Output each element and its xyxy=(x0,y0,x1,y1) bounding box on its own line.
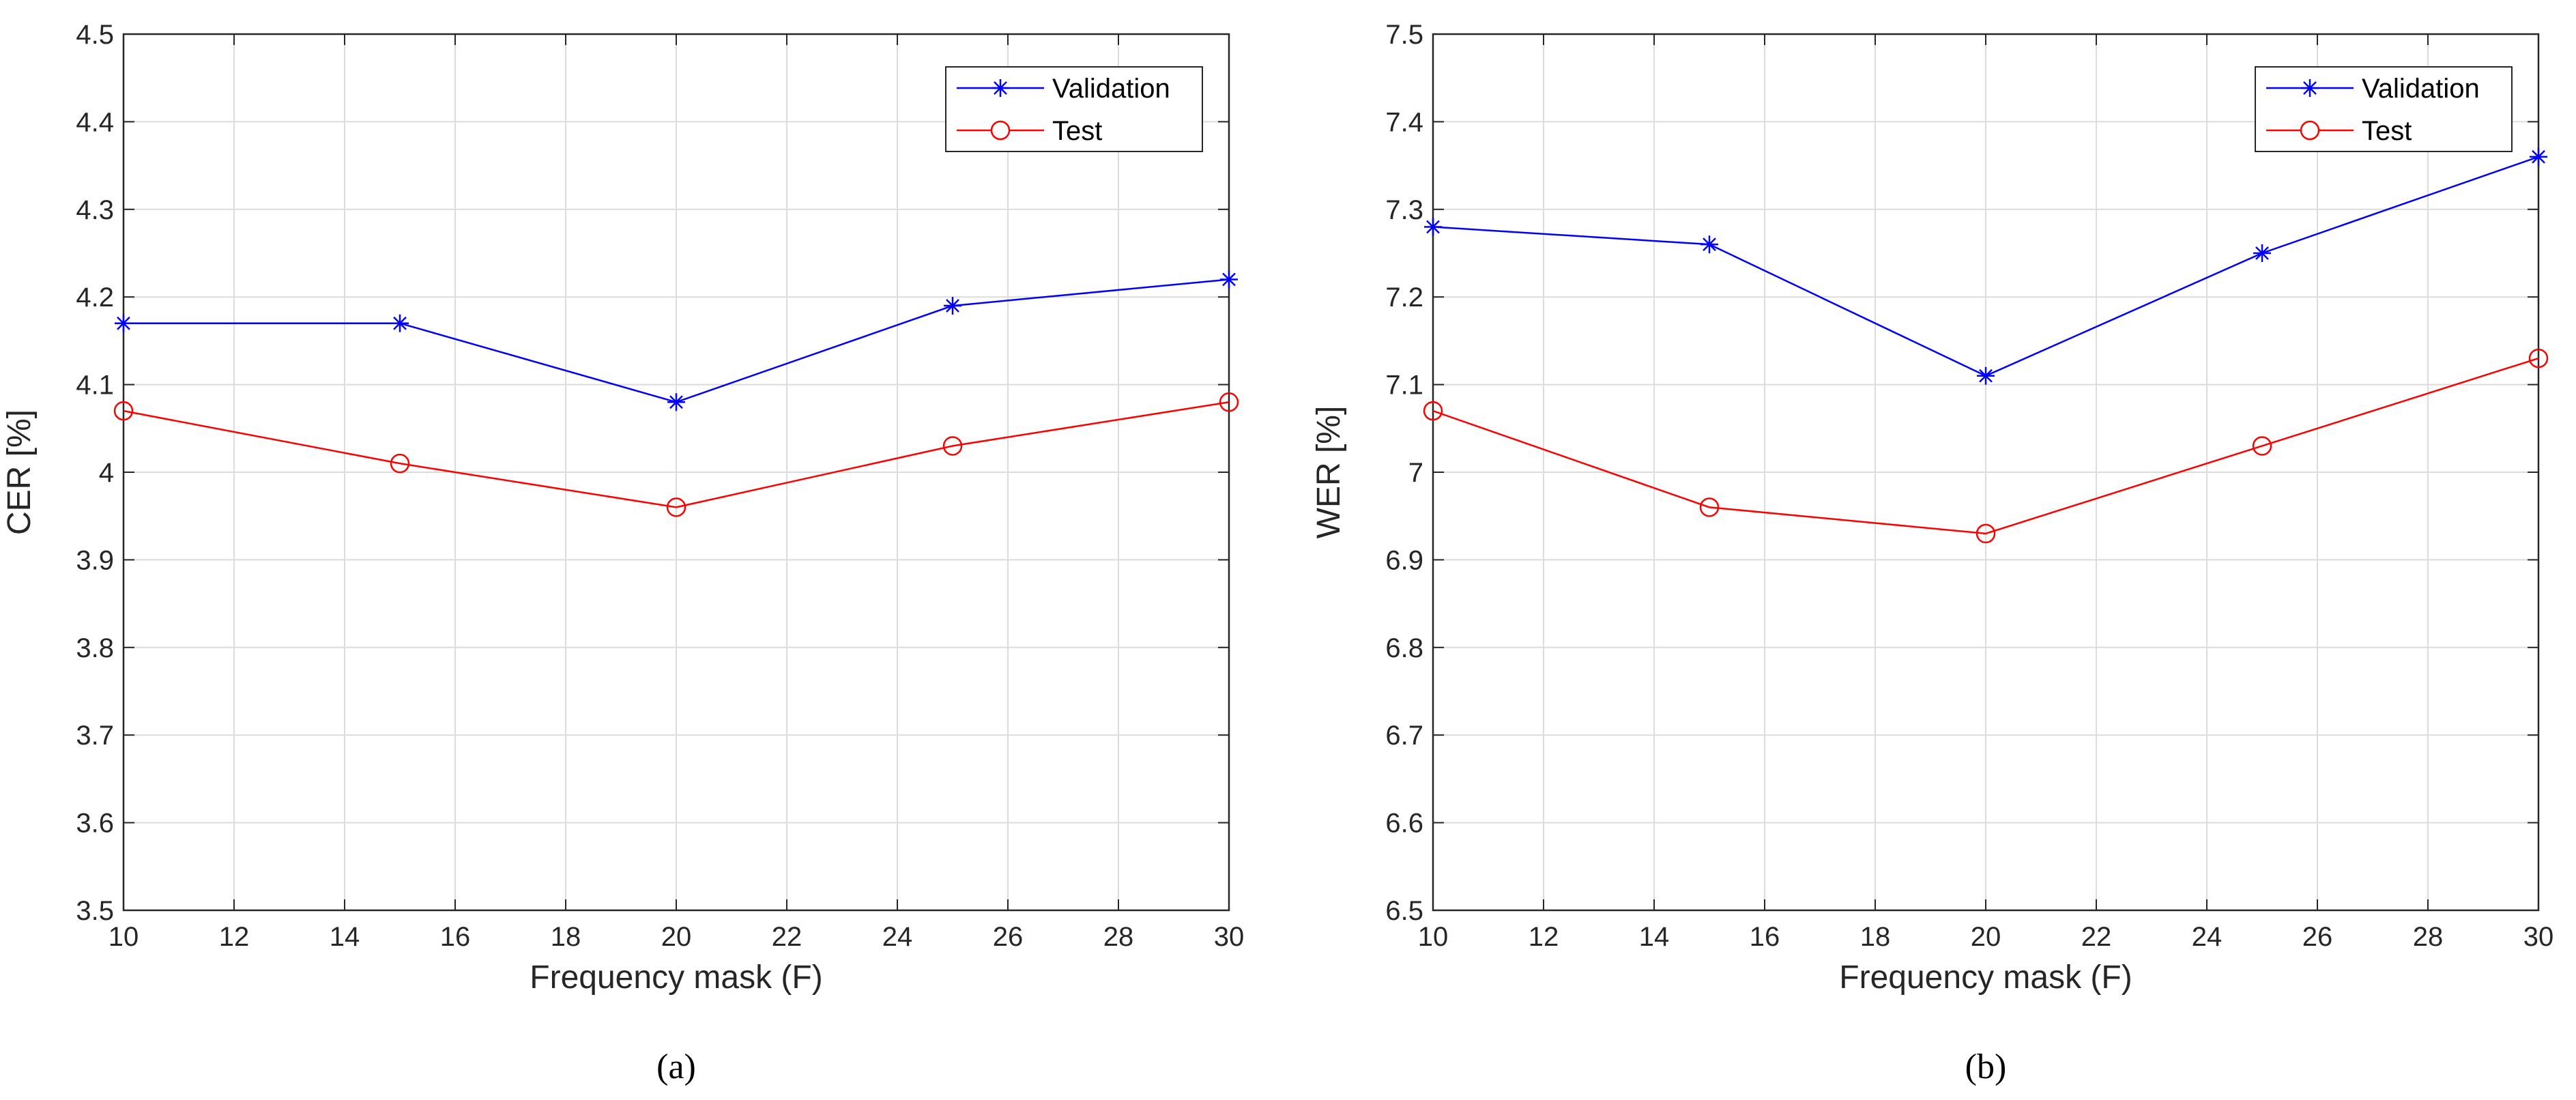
y-tick-label: 4.2 xyxy=(76,283,114,313)
y-tick-label: 6.9 xyxy=(1385,545,1423,575)
x-tick-label: 26 xyxy=(2302,922,2333,952)
chart-panel-b: 10 12 14 16 18 20 22 24 26 28 30 6.5 6.6 6.7 6.8 6.9 7 7.… xyxy=(1311,20,2553,1086)
x-tick-label: 18 xyxy=(1860,922,1891,952)
axes-box xyxy=(1432,33,2540,912)
y-tick-label: 4.1 xyxy=(76,371,114,401)
y-tick-label: 3.7 xyxy=(76,721,114,751)
y-tick-label: 6.5 xyxy=(1385,896,1423,926)
y-tick-label: 3.9 xyxy=(76,545,114,575)
y-tick-label: 7.1 xyxy=(1385,371,1423,401)
axes-box xyxy=(122,33,1230,912)
legend-label: Validation xyxy=(2362,74,2480,104)
x-tick-label: 30 xyxy=(1214,922,1245,952)
data-point-test xyxy=(666,497,686,517)
y-tick-label: 7.5 xyxy=(1385,20,1423,50)
y-tick-label: 7 xyxy=(1408,458,1423,488)
series-line-test xyxy=(1432,357,2539,535)
x-tick-label: 20 xyxy=(661,922,692,952)
y-tick-label: 6.6 xyxy=(1385,809,1423,839)
y-tick-label: 6.7 xyxy=(1385,721,1423,751)
x-tick-label: 24 xyxy=(2192,922,2223,952)
x-tick-label: 26 xyxy=(993,922,1024,952)
y-tick-label: 4 xyxy=(99,458,114,488)
x-axis-label: Frequency mask (F) xyxy=(530,959,822,996)
data-point-validation xyxy=(391,314,409,332)
panel-caption: (b) xyxy=(1965,1047,2007,1086)
x-tick-label: 10 xyxy=(1418,922,1449,952)
legend-marker xyxy=(990,120,1011,141)
data-point-test xyxy=(1976,523,1996,544)
data-point-validation xyxy=(944,297,961,315)
legend-marker xyxy=(992,79,1009,97)
data-point-test xyxy=(942,436,963,456)
data-point-validation xyxy=(2530,147,2547,166)
data-point-validation xyxy=(115,314,132,332)
data-point-validation xyxy=(1424,218,1442,236)
data-point-validation xyxy=(1977,366,1995,385)
data-point-test xyxy=(1699,497,1720,517)
y-tick-label: 4.3 xyxy=(76,195,114,225)
legend-label: Validation xyxy=(1052,74,1170,104)
x-tick-label: 14 xyxy=(330,922,360,952)
x-tick-label: 30 xyxy=(2523,922,2554,952)
y-tick-label: 7.2 xyxy=(1385,283,1423,313)
legend: Validation Test xyxy=(945,66,1203,152)
x-tick-label: 10 xyxy=(108,922,139,952)
x-tick-label: 16 xyxy=(1750,922,1780,952)
y-tick-label: 7.3 xyxy=(1385,195,1423,225)
y-tick-label: 3.5 xyxy=(76,896,114,926)
chart-panel-a: 10 12 14 16 18 20 22 24 26 28 30 3.5 3.6 3.7 3.8 3.9 4 4.… xyxy=(1,20,1244,1086)
data-point-test xyxy=(113,401,134,421)
x-tick-label: 18 xyxy=(551,922,581,952)
data-point-test xyxy=(2252,436,2272,456)
y-axis-label: CER [%] xyxy=(1,409,38,535)
legend-label: Test xyxy=(2362,116,2412,146)
legend-box xyxy=(2255,66,2513,152)
x-tick-label: 12 xyxy=(1529,922,1559,952)
data-point-validation xyxy=(2253,244,2271,262)
x-tick-label: 12 xyxy=(219,922,250,952)
y-tick-label: 7.4 xyxy=(1385,107,1423,137)
x-tick-label: 16 xyxy=(440,922,471,952)
legend-marker xyxy=(2301,79,2319,97)
data-point-validation xyxy=(1701,235,1718,254)
data-point-validation xyxy=(667,393,685,411)
y-tick-label: 3.8 xyxy=(76,633,114,663)
y-tick-label: 6.8 xyxy=(1385,633,1423,663)
x-tick-label: 28 xyxy=(1103,922,1134,952)
x-tick-label: 24 xyxy=(882,922,913,952)
y-tick-label: 4.4 xyxy=(76,107,114,137)
legend-marker xyxy=(2300,120,2320,141)
x-tick-label: 20 xyxy=(1971,922,2001,952)
data-point-test xyxy=(390,453,410,474)
x-tick-label: 14 xyxy=(1639,922,1670,952)
y-axis-label: WER [%] xyxy=(1311,406,1347,539)
data-point-test xyxy=(1423,401,1443,421)
data-point-test xyxy=(1219,392,1239,412)
x-tick-label: 22 xyxy=(772,922,802,952)
legend-label: Test xyxy=(1052,116,1102,146)
series-line-test xyxy=(123,401,1230,508)
panel-caption: (a) xyxy=(656,1047,696,1086)
data-point-validation xyxy=(1220,270,1238,289)
y-tick-label: 3.6 xyxy=(76,809,114,839)
legend-box xyxy=(945,66,1203,152)
x-tick-label: 28 xyxy=(2413,922,2444,952)
x-axis-label: Frequency mask (F) xyxy=(1839,959,2132,996)
data-point-test xyxy=(2528,348,2549,368)
x-tick-label: 22 xyxy=(2081,922,2112,952)
legend: Validation Test xyxy=(2255,66,2513,152)
y-tick-label: 4.5 xyxy=(76,20,114,50)
